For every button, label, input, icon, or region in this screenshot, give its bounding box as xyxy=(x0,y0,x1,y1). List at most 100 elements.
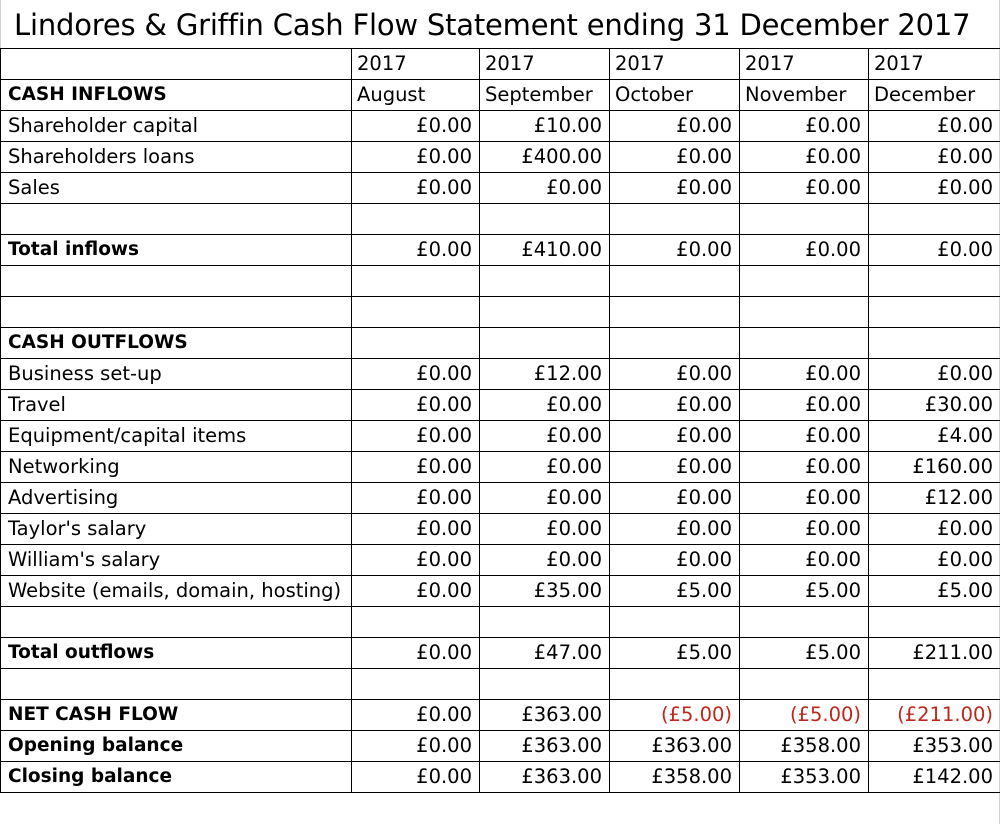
value-cell[interactable]: £4.00 xyxy=(868,420,1000,452)
empty-cell[interactable] xyxy=(351,265,480,297)
empty-cell[interactable] xyxy=(609,327,740,359)
month-cell[interactable]: October xyxy=(609,79,740,111)
row-label[interactable]: Networking xyxy=(0,451,352,483)
empty-cell[interactable] xyxy=(739,203,869,235)
value-cell[interactable]: £0.00 xyxy=(609,358,740,390)
value-cell[interactable]: £47.00 xyxy=(479,637,610,669)
empty-cell[interactable] xyxy=(739,296,869,328)
row-label[interactable]: Equipment/capital items xyxy=(0,420,352,452)
value-cell[interactable]: £0.00 xyxy=(739,544,869,576)
value-cell[interactable]: £0.00 xyxy=(351,451,480,483)
empty-cell[interactable] xyxy=(609,668,740,700)
row-label[interactable]: Total outflows xyxy=(0,637,352,669)
value-cell[interactable]: £0.00 xyxy=(479,389,610,421)
row-label[interactable]: Total inflows xyxy=(0,234,352,266)
empty-cell[interactable] xyxy=(351,327,480,359)
value-cell[interactable]: £0.00 xyxy=(351,637,480,669)
empty-cell[interactable] xyxy=(479,203,610,235)
year-cell[interactable]: 2017 xyxy=(479,48,610,80)
value-cell[interactable]: £358.00 xyxy=(609,761,740,793)
value-cell[interactable]: £0.00 xyxy=(868,172,1000,204)
row-label[interactable]: Sales xyxy=(0,172,352,204)
empty-cell[interactable] xyxy=(0,265,352,297)
empty-cell[interactable] xyxy=(0,296,352,328)
empty-cell[interactable] xyxy=(479,265,610,297)
value-cell[interactable]: £0.00 xyxy=(868,544,1000,576)
value-cell[interactable]: £5.00 xyxy=(739,575,869,607)
value-cell[interactable]: £0.00 xyxy=(868,513,1000,545)
value-cell[interactable]: £0.00 xyxy=(351,141,480,173)
empty-cell[interactable] xyxy=(739,668,869,700)
value-cell[interactable]: (£5.00) xyxy=(609,699,740,731)
value-cell[interactable]: £0.00 xyxy=(868,234,1000,266)
empty-cell[interactable] xyxy=(868,327,1000,359)
cash-outflows-heading[interactable]: CASH OUTFLOWS xyxy=(0,327,352,359)
value-cell[interactable]: £0.00 xyxy=(351,172,480,204)
value-cell[interactable]: £5.00 xyxy=(739,637,869,669)
value-cell[interactable]: (£211.00) xyxy=(868,699,1000,731)
empty-cell[interactable] xyxy=(739,265,869,297)
empty-cell[interactable] xyxy=(0,668,352,700)
value-cell[interactable]: £363.00 xyxy=(479,699,610,731)
value-cell[interactable]: £410.00 xyxy=(479,234,610,266)
value-cell[interactable]: £0.00 xyxy=(351,513,480,545)
value-cell[interactable]: £0.00 xyxy=(739,451,869,483)
value-cell[interactable]: £0.00 xyxy=(739,234,869,266)
empty-cell[interactable] xyxy=(479,606,610,638)
value-cell[interactable]: £0.00 xyxy=(739,513,869,545)
row-label[interactable]: Advertising xyxy=(0,482,352,514)
value-cell[interactable]: £0.00 xyxy=(351,575,480,607)
value-cell[interactable]: £35.00 xyxy=(479,575,610,607)
month-cell[interactable]: September xyxy=(479,79,610,111)
value-cell[interactable]: £160.00 xyxy=(868,451,1000,483)
empty-cell[interactable] xyxy=(351,606,480,638)
row-label[interactable]: Business set-up xyxy=(0,358,352,390)
value-cell[interactable]: £353.00 xyxy=(868,730,1000,762)
empty-cell[interactable] xyxy=(739,327,869,359)
value-cell[interactable]: £211.00 xyxy=(868,637,1000,669)
value-cell[interactable]: £363.00 xyxy=(479,730,610,762)
value-cell[interactable]: £363.00 xyxy=(479,761,610,793)
value-cell[interactable]: £0.00 xyxy=(739,358,869,390)
value-cell[interactable]: £0.00 xyxy=(479,513,610,545)
value-cell[interactable]: £0.00 xyxy=(351,730,480,762)
empty-cell[interactable] xyxy=(739,606,869,638)
value-cell[interactable]: £358.00 xyxy=(739,730,869,762)
value-cell[interactable]: £12.00 xyxy=(868,482,1000,514)
value-cell[interactable]: £0.00 xyxy=(609,389,740,421)
empty-cell[interactable] xyxy=(609,203,740,235)
value-cell[interactable]: £0.00 xyxy=(609,513,740,545)
empty-cell[interactable] xyxy=(609,606,740,638)
year-cell[interactable]: 2017 xyxy=(351,48,480,80)
value-cell[interactable]: £0.00 xyxy=(739,172,869,204)
empty-cell[interactable] xyxy=(479,296,610,328)
value-cell[interactable]: £0.00 xyxy=(479,172,610,204)
month-cell[interactable]: August xyxy=(351,79,480,111)
value-cell[interactable]: £5.00 xyxy=(609,575,740,607)
empty-cell[interactable] xyxy=(609,265,740,297)
value-cell[interactable]: £0.00 xyxy=(868,110,1000,142)
row-label[interactable]: Opening balance xyxy=(0,730,352,762)
value-cell[interactable]: £0.00 xyxy=(739,110,869,142)
value-cell[interactable]: £5.00 xyxy=(609,637,740,669)
value-cell[interactable]: £0.00 xyxy=(479,420,610,452)
value-cell[interactable]: £0.00 xyxy=(739,141,869,173)
row-label[interactable]: Closing balance xyxy=(0,761,352,793)
empty-cell[interactable] xyxy=(0,203,352,235)
value-cell[interactable]: £0.00 xyxy=(739,389,869,421)
value-cell[interactable]: £0.00 xyxy=(479,544,610,576)
empty-cell[interactable] xyxy=(868,203,1000,235)
empty-cell[interactable] xyxy=(479,327,610,359)
empty-cell[interactable] xyxy=(868,265,1000,297)
value-cell[interactable]: £5.00 xyxy=(868,575,1000,607)
value-cell[interactable]: £0.00 xyxy=(351,482,480,514)
empty-cell[interactable] xyxy=(351,668,480,700)
value-cell[interactable]: £0.00 xyxy=(609,451,740,483)
row-label[interactable]: Taylor's salary xyxy=(0,513,352,545)
empty-cell[interactable] xyxy=(479,668,610,700)
value-cell[interactable]: £0.00 xyxy=(609,172,740,204)
empty-cell[interactable] xyxy=(609,296,740,328)
value-cell[interactable]: £353.00 xyxy=(739,761,869,793)
value-cell[interactable]: £363.00 xyxy=(609,730,740,762)
value-cell[interactable]: £0.00 xyxy=(609,482,740,514)
